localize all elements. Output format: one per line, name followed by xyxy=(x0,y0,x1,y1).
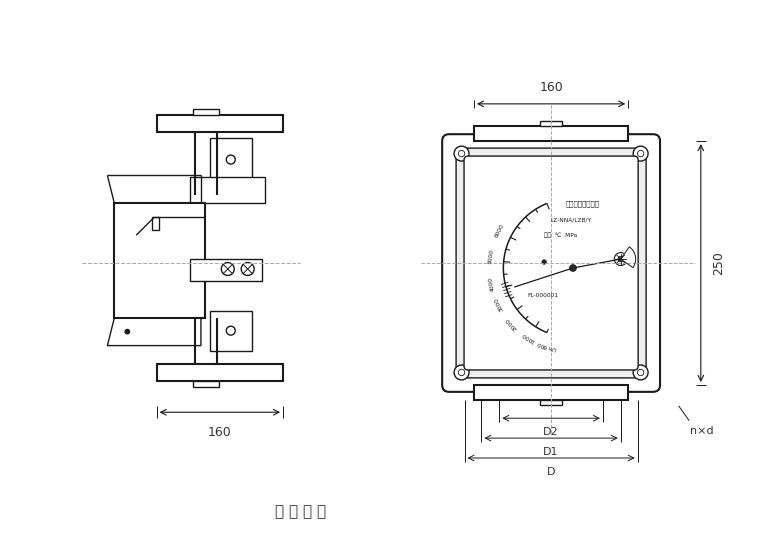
Text: 介质  ℃  MPa: 介质 ℃ MPa xyxy=(544,232,578,238)
FancyBboxPatch shape xyxy=(442,134,660,392)
Text: 2000: 2000 xyxy=(505,316,519,331)
Text: FL-000001: FL-000001 xyxy=(528,293,559,299)
Bar xyxy=(157,364,283,381)
Text: LZ-NNA/LZB/Y: LZ-NNA/LZB/Y xyxy=(550,218,591,223)
Text: 安 装 尺 寸: 安 装 尺 寸 xyxy=(275,504,326,519)
Circle shape xyxy=(454,365,469,380)
Circle shape xyxy=(459,150,465,157)
Bar xyxy=(474,126,628,141)
Text: n×d: n×d xyxy=(690,426,714,436)
FancyBboxPatch shape xyxy=(464,156,638,370)
Bar xyxy=(157,115,283,132)
Circle shape xyxy=(125,330,129,334)
Bar xyxy=(152,217,159,230)
Circle shape xyxy=(618,256,624,262)
Bar xyxy=(474,385,628,400)
Circle shape xyxy=(637,369,643,376)
Circle shape xyxy=(637,150,643,157)
Circle shape xyxy=(570,265,576,271)
Circle shape xyxy=(241,263,254,276)
Text: L/h: L/h xyxy=(547,344,556,351)
Bar xyxy=(193,109,219,115)
Text: 6000: 6000 xyxy=(494,223,505,238)
Text: 5000: 5000 xyxy=(488,249,495,264)
Text: 4000: 4000 xyxy=(488,276,496,292)
Bar xyxy=(114,203,205,318)
Text: D1: D1 xyxy=(544,447,559,457)
Text: 600: 600 xyxy=(536,340,548,349)
Circle shape xyxy=(454,146,469,161)
Circle shape xyxy=(459,369,465,376)
Circle shape xyxy=(221,263,234,276)
Text: 250: 250 xyxy=(712,251,724,275)
FancyBboxPatch shape xyxy=(456,148,646,378)
Text: D2: D2 xyxy=(544,427,559,437)
Bar xyxy=(193,381,219,387)
Text: 3000: 3000 xyxy=(494,296,504,312)
Text: 160: 160 xyxy=(539,81,563,94)
Bar xyxy=(190,178,265,203)
Circle shape xyxy=(226,326,235,335)
Circle shape xyxy=(226,155,235,164)
Bar xyxy=(210,311,251,350)
Text: 1000: 1000 xyxy=(520,331,536,343)
Text: 金属管浮子流量计: 金属管浮子流量计 xyxy=(566,200,600,207)
Circle shape xyxy=(633,146,648,161)
Text: 160: 160 xyxy=(208,426,232,439)
Circle shape xyxy=(614,253,628,265)
Circle shape xyxy=(542,260,547,264)
Polygon shape xyxy=(621,247,636,268)
Bar xyxy=(210,137,251,181)
Bar xyxy=(540,400,562,406)
Circle shape xyxy=(633,365,648,380)
Bar xyxy=(190,259,262,281)
Bar xyxy=(540,121,562,126)
Text: D: D xyxy=(547,467,556,477)
